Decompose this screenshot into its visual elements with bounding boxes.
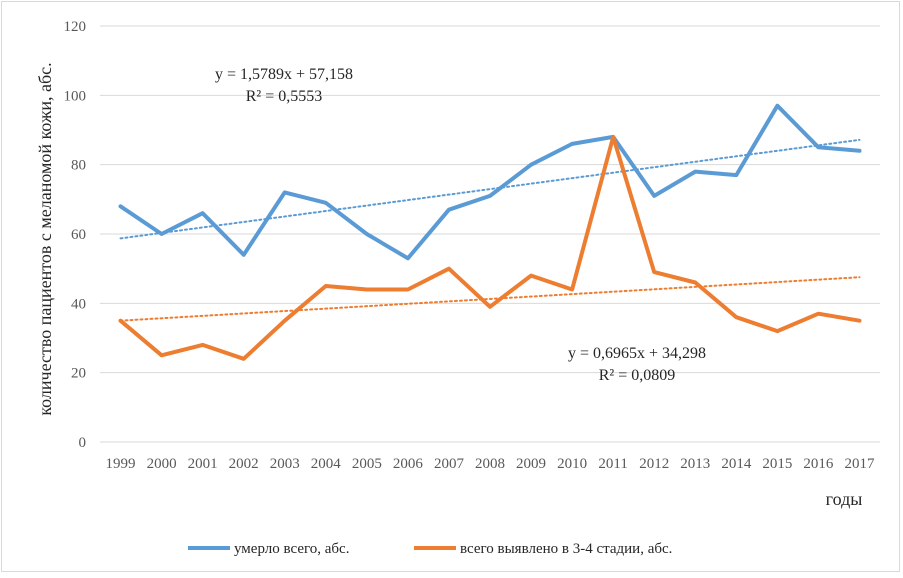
x-tick-label: 2013 <box>680 456 710 472</box>
x-tick-label: 2016 <box>803 456 834 472</box>
legend-label-stage34: всего выявлено в 3-4 стадии, абс. <box>460 541 672 557</box>
trendlines <box>119 138 861 322</box>
grid-lines <box>100 25 880 443</box>
x-tick-label: 2007 <box>434 456 465 472</box>
x-tick-label: 2003 <box>270 456 300 472</box>
y-tick-label: 60 <box>71 227 86 243</box>
series-lines <box>118 103 862 361</box>
y-axis-title: количество пациентов с меланомой кожи, а… <box>35 62 55 415</box>
y-axis-ticks: 0 20 40 60 80 100 120 <box>64 19 87 451</box>
x-tick-label: 2008 <box>475 456 505 472</box>
trendline-r2-deaths: R² = 0,5553 <box>246 88 323 105</box>
x-tick-label: 2004 <box>311 456 342 472</box>
x-tick-label: 2015 <box>762 456 792 472</box>
x-tick-label: 2005 <box>352 456 382 472</box>
trendline-equation-deaths: y = 1,5789x + 57,158 <box>215 66 353 83</box>
x-tick-label: 1999 <box>106 456 136 472</box>
x-tick-label: 2012 <box>639 456 669 472</box>
x-tick-label: 2011 <box>598 456 627 472</box>
y-tick-label: 0 <box>79 435 87 451</box>
trendline-r2-stage34: R² = 0,0809 <box>599 367 676 384</box>
x-tick-label: 2000 <box>147 456 177 472</box>
trendline-deaths <box>119 138 861 240</box>
legend: умерло всего, абс. всего выявлено в 3-4 … <box>188 541 672 557</box>
series-line-stage34 <box>118 134 862 361</box>
y-tick-label: 20 <box>71 366 86 382</box>
x-tick-label: 2009 <box>516 456 546 472</box>
y-tick-label: 120 <box>64 19 87 35</box>
series-line-deaths <box>118 103 862 261</box>
y-tick-label: 80 <box>71 158 86 174</box>
x-axis-title: годы <box>826 489 863 509</box>
x-tick-label: 2010 <box>557 456 587 472</box>
x-tick-label: 2014 <box>721 456 752 472</box>
x-tick-label: 2001 <box>188 456 218 472</box>
x-axis-ticks: 1999 2000 2001 2002 2003 2004 2005 2006 2007 2008… <box>106 456 875 472</box>
trendline-stage34 <box>119 276 861 322</box>
x-tick-label: 2006 <box>393 456 424 472</box>
legend-label-deaths: умерло всего, абс. <box>234 541 349 557</box>
y-tick-label: 100 <box>64 88 87 104</box>
y-tick-label: 40 <box>71 296 86 312</box>
trendline-equation-stage34: y = 0,6965x + 34,298 <box>568 345 706 362</box>
x-tick-label: 2017 <box>844 456 875 472</box>
x-tick-label: 2002 <box>229 456 259 472</box>
